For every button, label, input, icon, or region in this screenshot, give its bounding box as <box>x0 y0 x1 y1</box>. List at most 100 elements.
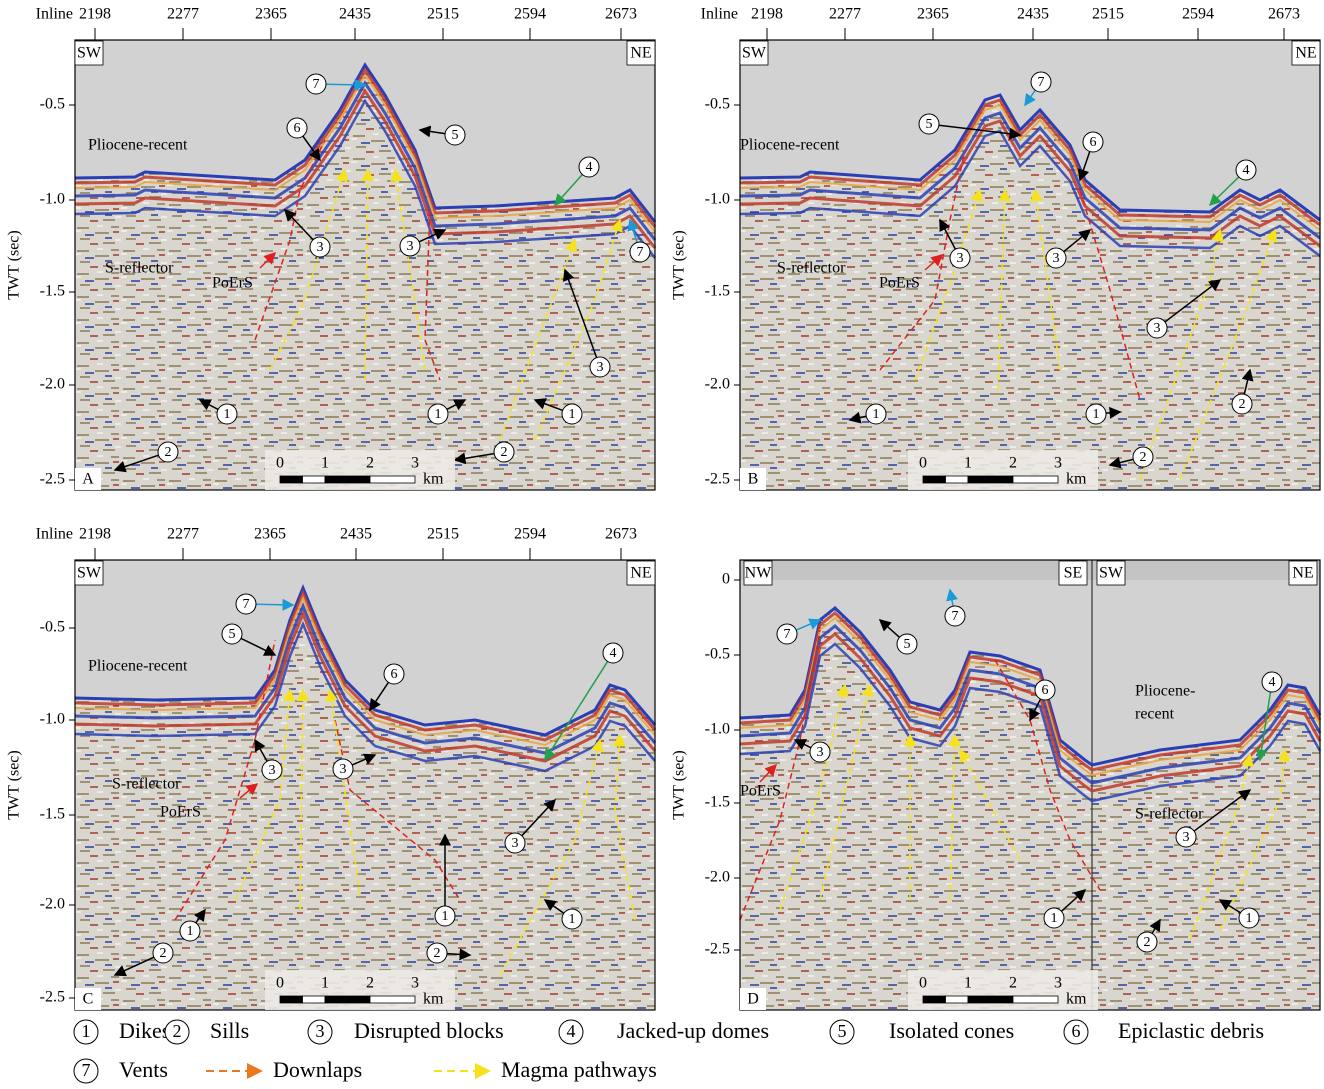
direction-label: NW <box>745 565 773 582</box>
marker-number: 3 <box>1154 321 1161 336</box>
horizon-label: Pliocene-recent <box>88 658 188 675</box>
marker-number: 1 <box>435 407 442 422</box>
legend-symbol: 4 <box>567 1021 576 1041</box>
scale-bar-segment <box>968 476 1013 483</box>
horizon-label: PoErS <box>160 804 201 821</box>
scale-tick: 0 <box>919 455 927 472</box>
inline-tick-label: 2277 <box>167 526 199 543</box>
twt-axis-label: TWT (sec) <box>6 750 23 819</box>
marker-number: 3 <box>317 240 324 255</box>
inline-tick-label: 2198 <box>79 526 111 543</box>
inline-tick-label: 2673 <box>1268 6 1300 23</box>
marker-number: 2 <box>1239 397 1246 412</box>
twt-tick-label: -1.0 <box>40 191 65 208</box>
horizon-label: Pliocene-recent <box>740 137 840 154</box>
marker-number: 3 <box>957 251 964 266</box>
marker-number: 2 <box>1140 450 1147 465</box>
marker-number: 4 <box>1269 675 1276 690</box>
direction-label: NE <box>1292 565 1313 582</box>
scale-tick: 1 <box>964 975 972 992</box>
scale-tick: 2 <box>366 455 374 472</box>
marker-number: 2 <box>434 946 441 961</box>
scale-tick: 0 <box>276 455 284 472</box>
twt-axis-label: TWT (sec) <box>671 230 688 299</box>
scale-tick: 1 <box>964 455 972 472</box>
twt-tick-label: -1.0 <box>705 191 730 208</box>
twt-tick-label: -2.0 <box>705 869 730 886</box>
scale-bar-segment <box>946 476 969 483</box>
legend-text: Vents <box>119 1057 168 1082</box>
marker-number: 3 <box>817 745 824 760</box>
marker-number: 4 <box>1243 163 1250 178</box>
twt-tick-label: -2.5 <box>705 471 730 488</box>
horizon-label: Pliocene-recent <box>88 137 188 154</box>
horizon-label: S-reflector <box>1135 806 1204 823</box>
twt-tick-label: -0.5 <box>705 96 730 113</box>
twt-axis-label: TWT (sec) <box>6 230 23 299</box>
direction-label: SW <box>77 565 102 582</box>
scale-unit: km <box>1066 471 1087 488</box>
marker-number: 3 <box>1053 251 1060 266</box>
twt-tick-label: -2.5 <box>40 989 65 1006</box>
scale-bar-segment <box>325 476 370 483</box>
legend-symbol: 1 <box>82 1021 91 1041</box>
scale-bar-segment <box>370 996 415 1003</box>
panel-letter: B <box>748 471 759 488</box>
marker-number: 1 <box>1246 911 1253 926</box>
twt-tick-label: -0.5 <box>40 96 65 113</box>
twt-tick-label: -0.5 <box>705 646 730 663</box>
inline-label: Inline <box>36 6 73 23</box>
direction-label: SW <box>742 45 767 62</box>
marker-number: 3 <box>269 763 276 778</box>
scale-bar-segment <box>303 996 326 1003</box>
marker-number: 1 <box>224 407 231 422</box>
marker-number: 6 <box>1090 135 1097 150</box>
legend-symbol: 2 <box>173 1021 182 1041</box>
inline-tick-label: 2594 <box>1182 6 1214 23</box>
legend-symbol: 5 <box>838 1021 847 1041</box>
marker-number: 1 <box>442 909 449 924</box>
panel: Inline2198227723652435251525942673-0.5-1… <box>6 526 655 1010</box>
scale-bar-segment <box>370 476 415 483</box>
scale-tick: 3 <box>1054 975 1062 992</box>
marker-number: 3 <box>1183 830 1190 845</box>
scale-bar-segment <box>280 996 303 1003</box>
legend-text: Sills <box>210 1018 249 1043</box>
inline-label: Inline <box>36 526 73 543</box>
marker-number: 4 <box>586 160 593 175</box>
marker-number: 3 <box>512 836 519 851</box>
horizon-label: Pliocene- <box>1135 683 1195 700</box>
twt-tick-label: -1.0 <box>705 721 730 738</box>
marker-number: 5 <box>452 128 459 143</box>
twt-tick-label: -0.5 <box>40 619 65 636</box>
inline-tick-label: 2365 <box>255 6 287 23</box>
twt-tick-label: -2.0 <box>40 896 65 913</box>
marker-number: 1 <box>1051 911 1058 926</box>
panel-letter: D <box>747 991 759 1008</box>
inline-tick-label: 2673 <box>605 526 637 543</box>
scale-unit: km <box>423 991 444 1008</box>
marker-number: 5 <box>904 637 911 652</box>
marker-number: 7 <box>784 627 791 642</box>
legend-text: Jacked-up domes <box>617 1018 769 1043</box>
twt-tick-label: -2.0 <box>705 376 730 393</box>
marker-number: 4 <box>610 646 617 661</box>
horizon-label: S-reflector <box>105 260 174 277</box>
marker-number: 1 <box>873 407 880 422</box>
horizon-label: S-reflector <box>777 260 846 277</box>
legend-text: Disrupted blocks <box>354 1018 504 1043</box>
marker-number: 3 <box>597 360 604 375</box>
inline-tick-label: 2198 <box>751 6 783 23</box>
marker-number: 1 <box>1093 407 1100 422</box>
scale-bar-segment <box>280 476 303 483</box>
horizon-label: PoErS <box>740 783 781 800</box>
marker-number: 5 <box>229 627 236 642</box>
scale-tick: 3 <box>1054 455 1062 472</box>
scale-bar-segment <box>1013 476 1058 483</box>
direction-label: SE <box>1064 565 1083 582</box>
scale-bar-segment <box>1013 996 1058 1003</box>
scale-tick: 3 <box>411 455 419 472</box>
twt-tick-label: -1.0 <box>40 711 65 728</box>
inline-tick-label: 2198 <box>79 6 111 23</box>
